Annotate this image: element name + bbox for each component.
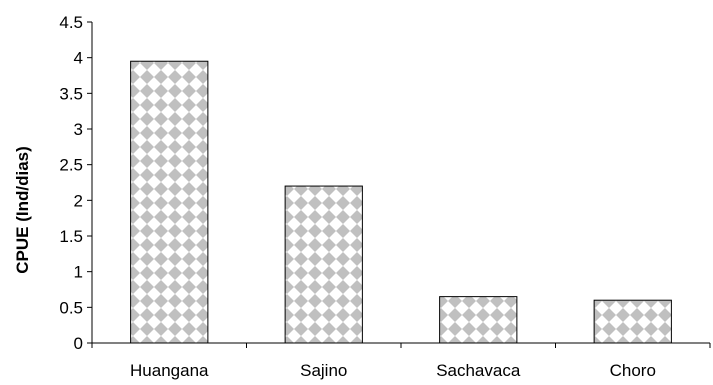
y-tick-label: 1.5	[59, 227, 83, 246]
y-tick-label: 4	[74, 49, 83, 68]
y-axis	[87, 21, 93, 344]
y-tick-labels: 0 0.5 1 1.5 2 2.5 3 3.5 4 4.5	[59, 13, 83, 353]
y-tick-label: 0.5	[59, 298, 83, 317]
bar-huangana	[130, 60, 209, 344]
x-category-label: Sachavaca	[436, 361, 521, 380]
y-tick-label: 2.5	[59, 156, 83, 175]
y-tick-label: 2	[74, 191, 83, 210]
bar-choro	[593, 299, 672, 344]
x-axis	[91, 342, 711, 348]
bars	[130, 60, 672, 344]
y-tick-label: 4.5	[59, 13, 83, 32]
y-tick-label: 3.5	[59, 84, 83, 103]
y-tick-label: 3	[74, 120, 83, 139]
x-category-label: Sajino	[300, 361, 347, 380]
x-category-label: Huangana	[130, 361, 209, 380]
bar-sachavaca	[439, 296, 518, 344]
x-category-label: Choro	[610, 361, 656, 380]
y-tick-label: 1	[74, 263, 83, 282]
y-axis-title: CPUE (Ind/dias)	[13, 146, 32, 274]
x-tick-labels: Huangana Sajino Sachavaca Choro	[130, 361, 656, 380]
bar-sajino	[284, 185, 363, 344]
y-tick-label: 0	[74, 334, 83, 353]
